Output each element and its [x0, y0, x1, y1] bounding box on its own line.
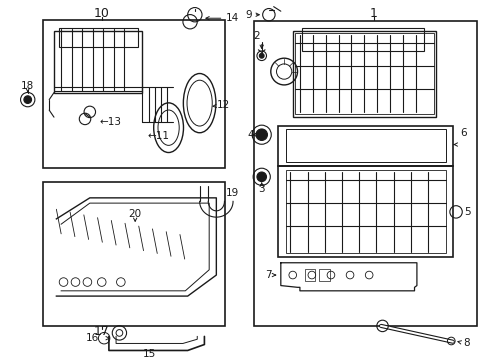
Text: 14: 14 — [226, 13, 239, 23]
Text: 19: 19 — [226, 188, 239, 198]
Text: 16: 16 — [86, 333, 99, 343]
Text: 12: 12 — [217, 100, 230, 110]
Circle shape — [24, 96, 31, 103]
Text: 18: 18 — [21, 81, 34, 91]
Text: 1: 1 — [370, 7, 378, 20]
Bar — [278, 166, 453, 257]
Text: 8: 8 — [464, 338, 470, 348]
Text: 4: 4 — [247, 130, 254, 140]
Text: 9: 9 — [245, 10, 252, 20]
Text: 3: 3 — [258, 184, 265, 194]
Text: ←11: ←11 — [147, 131, 169, 141]
Bar — [278, 126, 453, 166]
Circle shape — [259, 53, 264, 58]
Bar — [43, 20, 225, 168]
Bar — [293, 31, 436, 117]
Bar — [59, 28, 138, 47]
Bar — [43, 182, 225, 326]
Text: 15: 15 — [143, 349, 156, 359]
Text: 2: 2 — [254, 31, 260, 41]
Bar — [286, 171, 445, 253]
Bar — [295, 33, 434, 114]
Text: 17: 17 — [94, 325, 110, 338]
Bar — [254, 21, 477, 326]
Text: 7: 7 — [265, 270, 271, 280]
Text: 6: 6 — [460, 128, 466, 138]
Text: 5: 5 — [465, 207, 471, 217]
Circle shape — [256, 129, 268, 140]
Bar — [54, 31, 142, 93]
Bar — [286, 130, 445, 162]
Bar — [319, 269, 329, 282]
Circle shape — [257, 172, 267, 181]
Text: 10: 10 — [94, 7, 110, 20]
Bar — [305, 269, 315, 282]
Bar — [302, 28, 424, 50]
Text: ←13: ←13 — [99, 117, 122, 127]
Text: 20: 20 — [128, 209, 142, 219]
